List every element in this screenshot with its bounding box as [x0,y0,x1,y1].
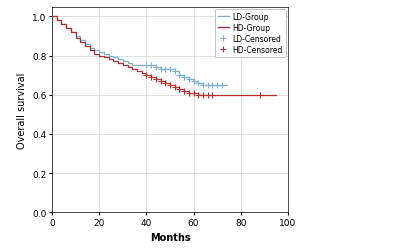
Point [176,88,183,92]
X-axis label: Months: Months [150,232,190,242]
Point [143,64,150,68]
Point [209,84,216,87]
Point [200,93,206,97]
Point [195,82,202,86]
Point [214,84,220,87]
Point [167,68,173,72]
Point [162,82,168,86]
Point [172,70,178,74]
Y-axis label: Overall survival: Overall survival [16,72,26,148]
Point [209,93,216,97]
Point [190,80,197,84]
Point [200,84,206,87]
Point [204,84,211,87]
Point [143,74,150,78]
Point [148,76,154,80]
Point [153,66,159,70]
Point [162,68,168,72]
Point [176,74,183,78]
Point [219,84,225,87]
Point [181,76,187,80]
Point [153,78,159,82]
Point [157,80,164,84]
Point [190,92,197,96]
Point [172,86,178,89]
Point [186,92,192,96]
Point [148,64,154,68]
Point [204,93,211,97]
Point [167,84,173,87]
Point [195,93,202,97]
Point [256,93,263,97]
Legend: LD-Group, HD-Group, LD-Censored, HD-Censored: LD-Group, HD-Group, LD-Censored, HD-Cens… [215,10,286,58]
Point [157,68,164,72]
Point [181,90,187,94]
Point [186,78,192,82]
